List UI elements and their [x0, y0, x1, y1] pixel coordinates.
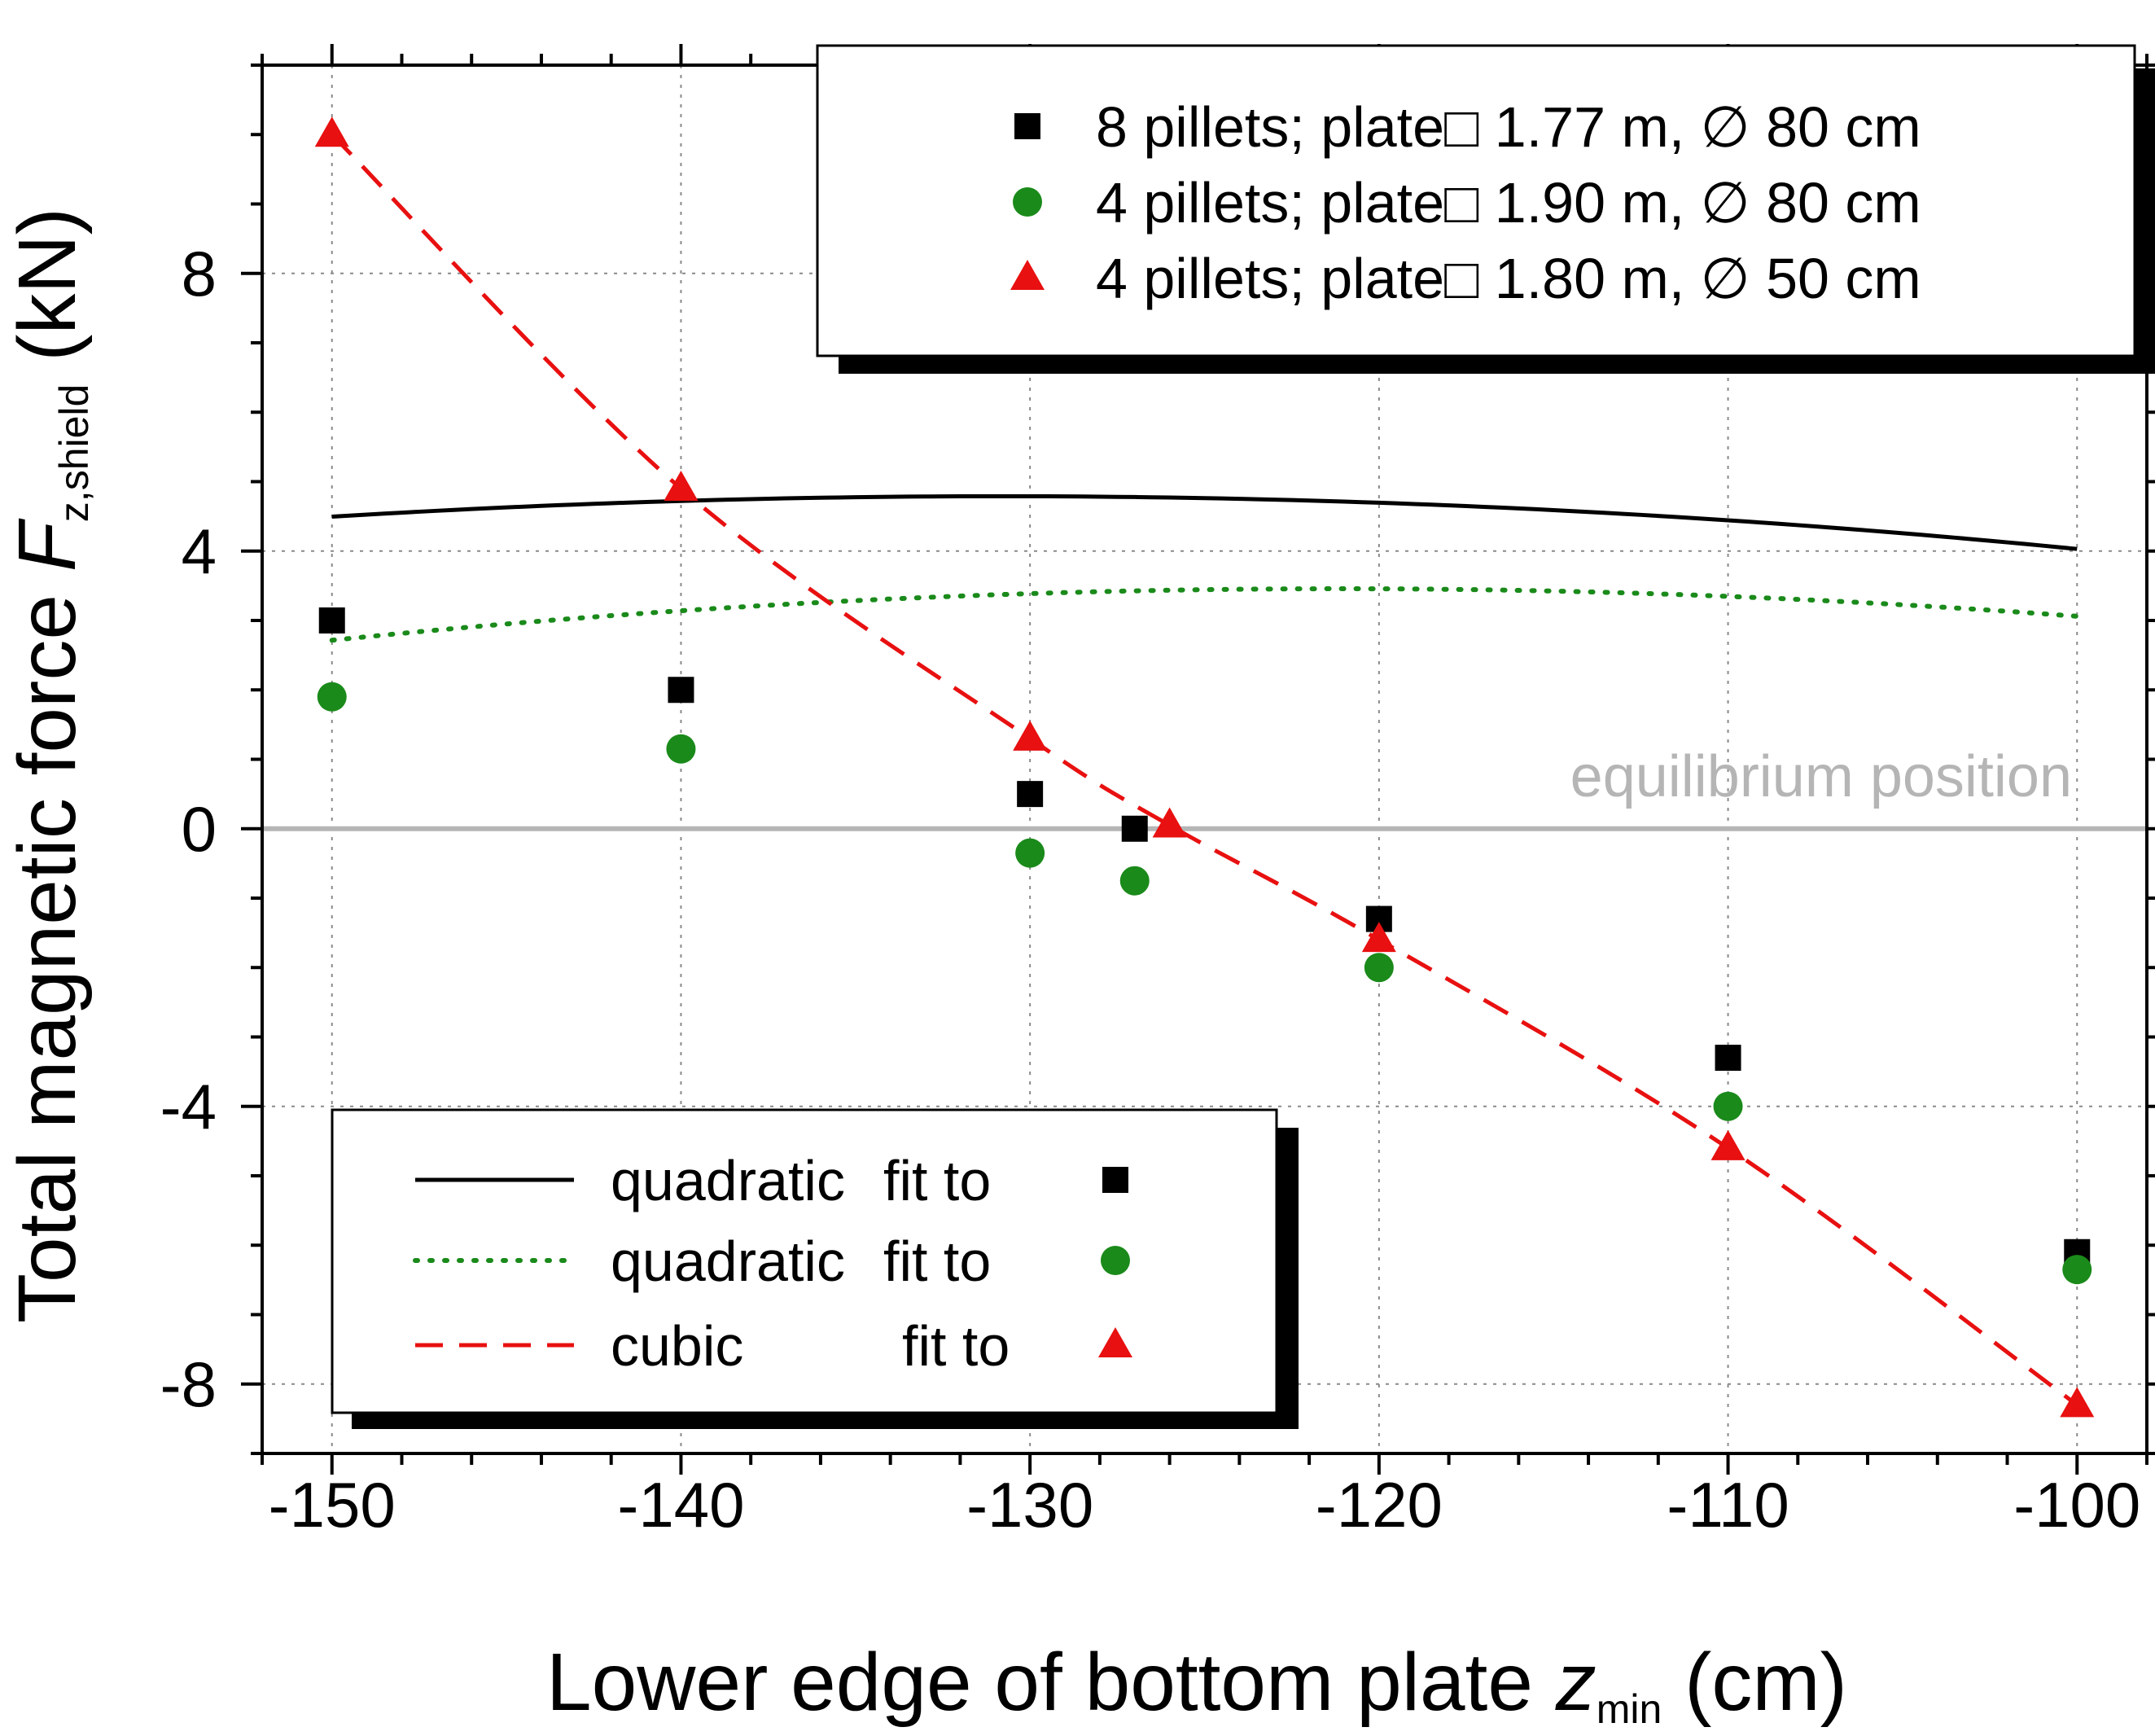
legend-series: 8 pillets; plate□ 1.77 m, ∅ 80 cm 4 pill…	[816, 44, 2155, 374]
data-markers	[314, 116, 2095, 1418]
series-1-point-2	[668, 677, 694, 704]
y-tick-label-4: 8	[182, 238, 217, 309]
y-tick-label-0: -8	[160, 1348, 217, 1420]
y-axis-title-var: F	[2, 518, 93, 572]
legend-series-2-marker	[1013, 187, 1042, 217]
series-3-point-5	[1361, 922, 1396, 953]
legend-fit-3-marker	[1098, 1327, 1132, 1357]
series-2-point-6	[1713, 1091, 1743, 1121]
legend-fit-2-suffix: fit to	[883, 1230, 991, 1293]
legend-fit-2-marker	[1101, 1246, 1130, 1275]
x-tick-label-0: -150	[269, 1469, 396, 1541]
x-tick-label-2: -130	[966, 1469, 1093, 1541]
legend-fit-1-suffix: fit to	[883, 1149, 991, 1212]
series-2-point-7	[2062, 1255, 2092, 1285]
x-tick-label-5: -100	[2013, 1469, 2140, 1541]
series-3-point-2	[664, 471, 699, 502]
legend-series-1-marker	[1014, 113, 1040, 139]
y-axis-title-unit: (kN)	[2, 208, 93, 384]
y-tick-label-1: -4	[160, 1071, 217, 1142]
series-1-point-1	[318, 607, 345, 633]
legend-fit-3-label: cubic	[611, 1314, 743, 1378]
y-tick-label-3: 4	[182, 515, 217, 587]
series-3-point-1	[314, 116, 349, 147]
x-tick-label-4: -110	[1667, 1469, 1789, 1541]
legend-series-3-marker	[1010, 260, 1045, 290]
series-2-point-2	[666, 734, 696, 764]
x-axis-title-unit: (cm)	[1662, 1637, 1847, 1728]
x-tick-label-3: -120	[1316, 1469, 1443, 1541]
y-axis-title-main: Total magnetic force	[2, 572, 93, 1323]
series-2-point-1	[317, 682, 347, 712]
series-2-point-4	[1119, 866, 1150, 896]
legend-series-1-label: 8 pillets; plate□ 1.77 m, ∅ 80 cm	[1096, 95, 1921, 159]
fit-curves	[329, 133, 2080, 1407]
series-1-point-3	[1017, 781, 1044, 808]
x-axis-title: Lower edge of bottom plate zmin (cm)	[546, 1637, 1847, 1732]
series-3-point-3	[1013, 720, 1048, 751]
y-axis-title: Total magnetic force Fz,shield (kN)	[2, 208, 97, 1323]
y-axis-title-sub: z,shield	[51, 384, 97, 523]
legend-fits: quadratic fit to quadratic fit to cubic …	[331, 1108, 1299, 1429]
legend-series-3-label: 4 pillets; plate□ 1.80 m, ∅ 50 cm	[1096, 247, 1921, 310]
series-3-point-6	[1710, 1129, 1745, 1160]
series-3-point-4	[1152, 807, 1187, 838]
x-tick-label-1: -140	[617, 1469, 744, 1541]
legend-fit-3-suffix: fit to	[902, 1314, 1010, 1378]
x-axis-title-main: Lower edge of bottom plate	[546, 1637, 1556, 1728]
x-axis-title-var: z	[1555, 1637, 1597, 1728]
series-1-point-4	[1121, 815, 1148, 842]
x-tick-labels: -150 -140 -130 -120 -110 -100	[269, 1469, 2141, 1541]
fit-curve-2	[329, 586, 2080, 643]
legend-series-2-label: 4 pillets; plate□ 1.90 m, ∅ 80 cm	[1096, 171, 1921, 235]
x-axis-title-sub: min	[1597, 1686, 1662, 1732]
series-2-point-3	[1015, 838, 1045, 868]
fit-curve-1	[331, 493, 2078, 551]
series-3-point-7	[2060, 1387, 2095, 1418]
y-tick-label-2: 0	[182, 793, 217, 865]
series-2-point-5	[1364, 953, 1394, 983]
legend-fit-1-marker	[1102, 1167, 1128, 1193]
equilibrium-label: equilibrium position	[1570, 744, 2072, 809]
legend-fit-2-label: quadratic	[611, 1230, 845, 1293]
y-tick-labels: -8 -4 0 4 8	[160, 238, 217, 1420]
legend-fit-1-label: quadratic	[611, 1149, 845, 1212]
fit-curve-3	[330, 133, 2078, 1407]
series-1-point-6	[1715, 1045, 1741, 1072]
